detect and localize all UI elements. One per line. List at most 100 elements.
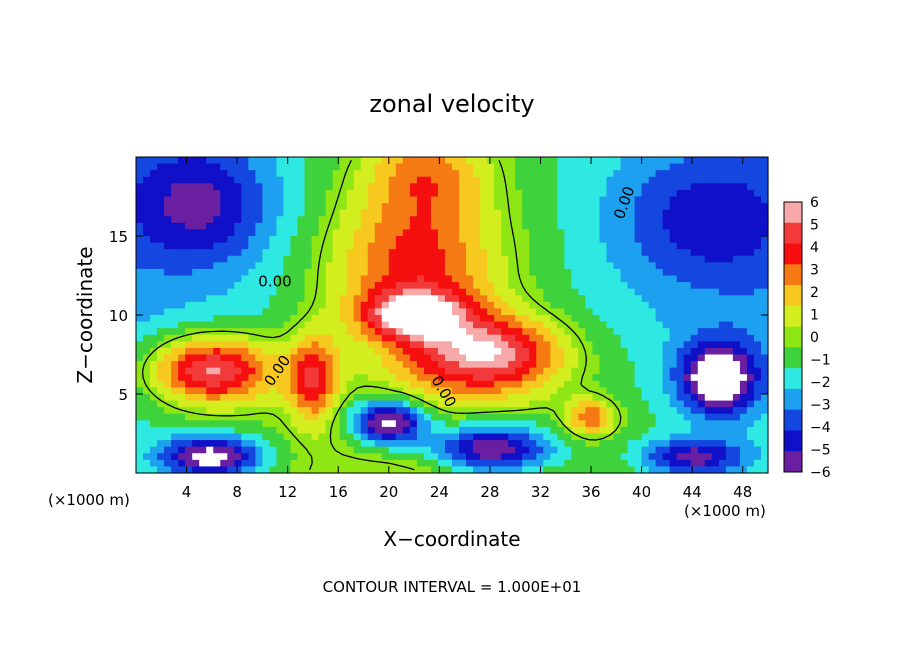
heatmap-cell xyxy=(276,183,285,191)
heatmap-cell xyxy=(697,361,706,369)
heatmap-cell xyxy=(599,216,608,224)
heatmap-cell xyxy=(136,295,144,303)
heatmap-cell xyxy=(157,413,165,421)
heatmap-cell xyxy=(304,229,313,237)
heatmap-cell xyxy=(592,315,601,323)
heatmap-cell xyxy=(690,446,699,454)
heatmap-cell xyxy=(543,328,551,336)
heatmap-cell xyxy=(185,295,193,303)
heatmap-cell xyxy=(255,328,263,336)
heatmap-cell xyxy=(515,400,523,408)
heatmap-cell xyxy=(466,170,474,178)
heatmap-cell xyxy=(522,446,530,454)
heatmap-cell xyxy=(704,433,713,441)
heatmap-cell xyxy=(683,242,692,250)
heatmap-cell xyxy=(290,394,299,402)
heatmap-cell xyxy=(171,413,179,421)
heatmap-cell xyxy=(515,282,523,290)
heatmap-cell xyxy=(157,262,165,270)
heatmap-cell xyxy=(136,308,144,316)
heatmap-cell xyxy=(480,203,488,211)
heatmap-cell xyxy=(641,459,650,468)
heatmap-cell xyxy=(725,433,734,441)
heatmap-cell xyxy=(690,341,699,349)
heatmap-cell xyxy=(508,446,516,454)
heatmap-cell xyxy=(241,433,249,441)
heatmap-cell xyxy=(437,380,446,389)
heatmap-cell xyxy=(276,170,285,178)
heatmap-cell xyxy=(388,275,397,283)
heatmap-cell xyxy=(339,163,348,171)
heatmap-cell xyxy=(409,440,418,448)
heatmap-cell xyxy=(634,387,643,395)
heatmap-cell xyxy=(599,334,608,342)
x-ticks: 4 8 12 16 20 24 28 32 36 40 44 48 xyxy=(182,157,752,501)
heatmap-cell xyxy=(459,275,467,283)
heatmap-cell xyxy=(248,295,256,303)
heatmap-cell xyxy=(459,295,467,303)
heatmap-cell xyxy=(459,308,467,316)
heatmap-cell xyxy=(487,288,495,296)
heatmap-cell xyxy=(297,413,306,421)
heatmap-cell xyxy=(388,189,397,198)
heatmap-cell xyxy=(494,387,502,395)
heatmap-cell xyxy=(606,222,615,231)
heatmap-cell xyxy=(627,315,636,323)
heatmap-cell xyxy=(325,157,334,165)
heatmap-cell xyxy=(585,308,594,316)
x-tick-label: 24 xyxy=(430,483,449,501)
heatmap-cell xyxy=(753,380,762,389)
heatmap-cell xyxy=(564,216,572,224)
heatmap-cell xyxy=(501,361,509,369)
heatmap-cell xyxy=(269,288,278,296)
heatmap-cell xyxy=(480,236,488,244)
heatmap-cell xyxy=(276,308,285,316)
heatmap-cell xyxy=(550,413,558,421)
heatmap-cell xyxy=(220,229,228,237)
heatmap-cell xyxy=(164,387,172,395)
heatmap-cell xyxy=(332,354,341,362)
heatmap-cell xyxy=(409,170,418,178)
heatmap-cell xyxy=(402,183,411,191)
heatmap-cell xyxy=(269,433,278,441)
heatmap-cell xyxy=(388,209,397,217)
heatmap-cell xyxy=(753,407,762,415)
heatmap-cell xyxy=(753,288,762,296)
heatmap-cell xyxy=(409,354,418,362)
heatmap-cell xyxy=(753,328,762,336)
heatmap-cell xyxy=(227,459,235,468)
heatmap-cell xyxy=(732,466,741,474)
heatmap-cell xyxy=(332,288,341,296)
heatmap-cell xyxy=(760,400,769,408)
heatmap-cell xyxy=(276,387,285,395)
heatmap-cell xyxy=(171,394,179,402)
heatmap-cell xyxy=(683,222,692,231)
heatmap-cell xyxy=(487,255,495,263)
heatmap-cell xyxy=(353,255,362,263)
heatmap-cell xyxy=(662,189,671,198)
heatmap-cell xyxy=(557,157,565,165)
heatmap-cell xyxy=(466,328,474,336)
heatmap-cell xyxy=(185,354,193,362)
heatmap-cell xyxy=(494,446,502,454)
heatmap-cell xyxy=(206,367,214,375)
heatmap-cell xyxy=(648,459,657,468)
heatmap-cell xyxy=(311,262,320,270)
heatmap-cell xyxy=(592,347,601,356)
heatmap-cell xyxy=(178,203,186,211)
heatmap-cell xyxy=(522,255,530,263)
heatmap-cell xyxy=(536,413,544,421)
heatmap-cell xyxy=(199,295,207,303)
heatmap-cell xyxy=(578,222,587,231)
heatmap-cell xyxy=(290,288,299,296)
heatmap-cell xyxy=(248,413,256,421)
heatmap-cell xyxy=(311,163,320,171)
heatmap-cell xyxy=(136,196,144,204)
heatmap-cell xyxy=(318,420,327,428)
heatmap-cell xyxy=(557,453,565,461)
heatmap-cell xyxy=(157,255,165,263)
heatmap-cell xyxy=(304,301,313,310)
heatmap-cell xyxy=(585,334,594,342)
heatmap-cell xyxy=(655,275,664,283)
colorbar-swatch xyxy=(784,430,802,452)
